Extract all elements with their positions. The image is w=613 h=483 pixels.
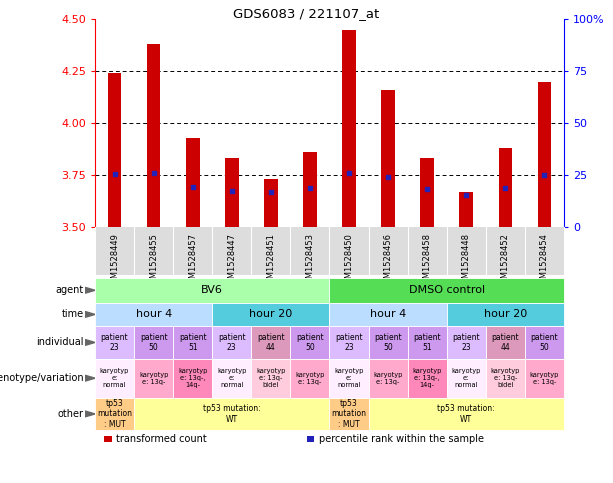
Bar	[538, 82, 551, 227]
Bar	[264, 179, 278, 227]
Text: karyotyp
e: 13q-,
14q-: karyotyp e: 13q-, 14q-	[178, 368, 207, 388]
Text: genotype/variation: genotype/variation	[0, 373, 84, 383]
Polygon shape	[85, 340, 95, 345]
Text: tp53
mutation
: MUT: tp53 mutation : MUT	[97, 399, 132, 429]
Text: patient
23: patient 23	[335, 333, 363, 352]
Text: hour 4: hour 4	[370, 310, 406, 319]
Text: time: time	[62, 310, 84, 319]
Text: karyotyp
e: 13q-
bidel: karyotyp e: 13q- bidel	[490, 368, 520, 388]
Text: BV6: BV6	[201, 285, 223, 295]
Text: patient
44: patient 44	[492, 333, 519, 352]
Text: GDS6083 / 221107_at: GDS6083 / 221107_at	[234, 7, 379, 20]
Text: hour 4: hour 4	[135, 310, 172, 319]
Text: karyotyp
e: 13q-,
14q-: karyotyp e: 13q-, 14q-	[413, 368, 442, 388]
Text: patient
51: patient 51	[413, 333, 441, 352]
Text: agent: agent	[56, 285, 84, 295]
Text: karyotyp
e:
normal: karyotyp e: normal	[452, 368, 481, 388]
Bar	[381, 90, 395, 227]
Text: karyotyp
e: 13q-: karyotyp e: 13q-	[530, 372, 559, 384]
Text: tp53
mutation
: MUT: tp53 mutation : MUT	[332, 399, 367, 429]
Text: percentile rank within the sample: percentile rank within the sample	[319, 434, 484, 444]
Polygon shape	[85, 375, 95, 381]
Text: patient
50: patient 50	[140, 333, 167, 352]
Text: patient
23: patient 23	[218, 333, 246, 352]
Polygon shape	[85, 287, 95, 293]
Text: tp53 mutation:
WT: tp53 mutation: WT	[203, 404, 261, 424]
Text: karyotyp
e: 13q-: karyotyp e: 13q-	[373, 372, 403, 384]
Text: patient
51: patient 51	[179, 333, 207, 352]
Text: patient
23: patient 23	[452, 333, 480, 352]
Bar	[459, 192, 473, 227]
Bar	[498, 148, 512, 227]
Bar	[225, 158, 238, 227]
Bar	[186, 138, 200, 227]
Text: patient
23: patient 23	[101, 333, 128, 352]
Text: patient
44: patient 44	[257, 333, 284, 352]
Text: karyotyp
e:
normal: karyotyp e: normal	[334, 368, 364, 388]
Text: patient
50: patient 50	[296, 333, 324, 352]
Text: karyotyp
e:
normal: karyotyp e: normal	[217, 368, 246, 388]
Text: individual: individual	[37, 338, 84, 347]
Polygon shape	[85, 312, 95, 317]
Text: karyotyp
e:
normal: karyotyp e: normal	[100, 368, 129, 388]
Bar	[303, 152, 317, 227]
Text: hour 20: hour 20	[249, 310, 292, 319]
Text: DMSO control: DMSO control	[409, 285, 485, 295]
Text: transformed count: transformed count	[116, 434, 207, 444]
Bar	[342, 29, 356, 227]
Text: karyotyp
e: 13q-: karyotyp e: 13q-	[139, 372, 169, 384]
Polygon shape	[85, 411, 95, 417]
Text: tp53 mutation:
WT: tp53 mutation: WT	[438, 404, 495, 424]
Text: karyotyp
e: 13q-
bidel: karyotyp e: 13q- bidel	[256, 368, 286, 388]
Bar	[108, 73, 121, 227]
Bar	[147, 44, 161, 227]
Text: patient
50: patient 50	[531, 333, 558, 352]
Text: karyotyp
e: 13q-: karyotyp e: 13q-	[295, 372, 325, 384]
Bar	[421, 158, 434, 227]
Text: other: other	[58, 409, 84, 419]
Text: patient
50: patient 50	[375, 333, 402, 352]
Text: hour 20: hour 20	[484, 310, 527, 319]
